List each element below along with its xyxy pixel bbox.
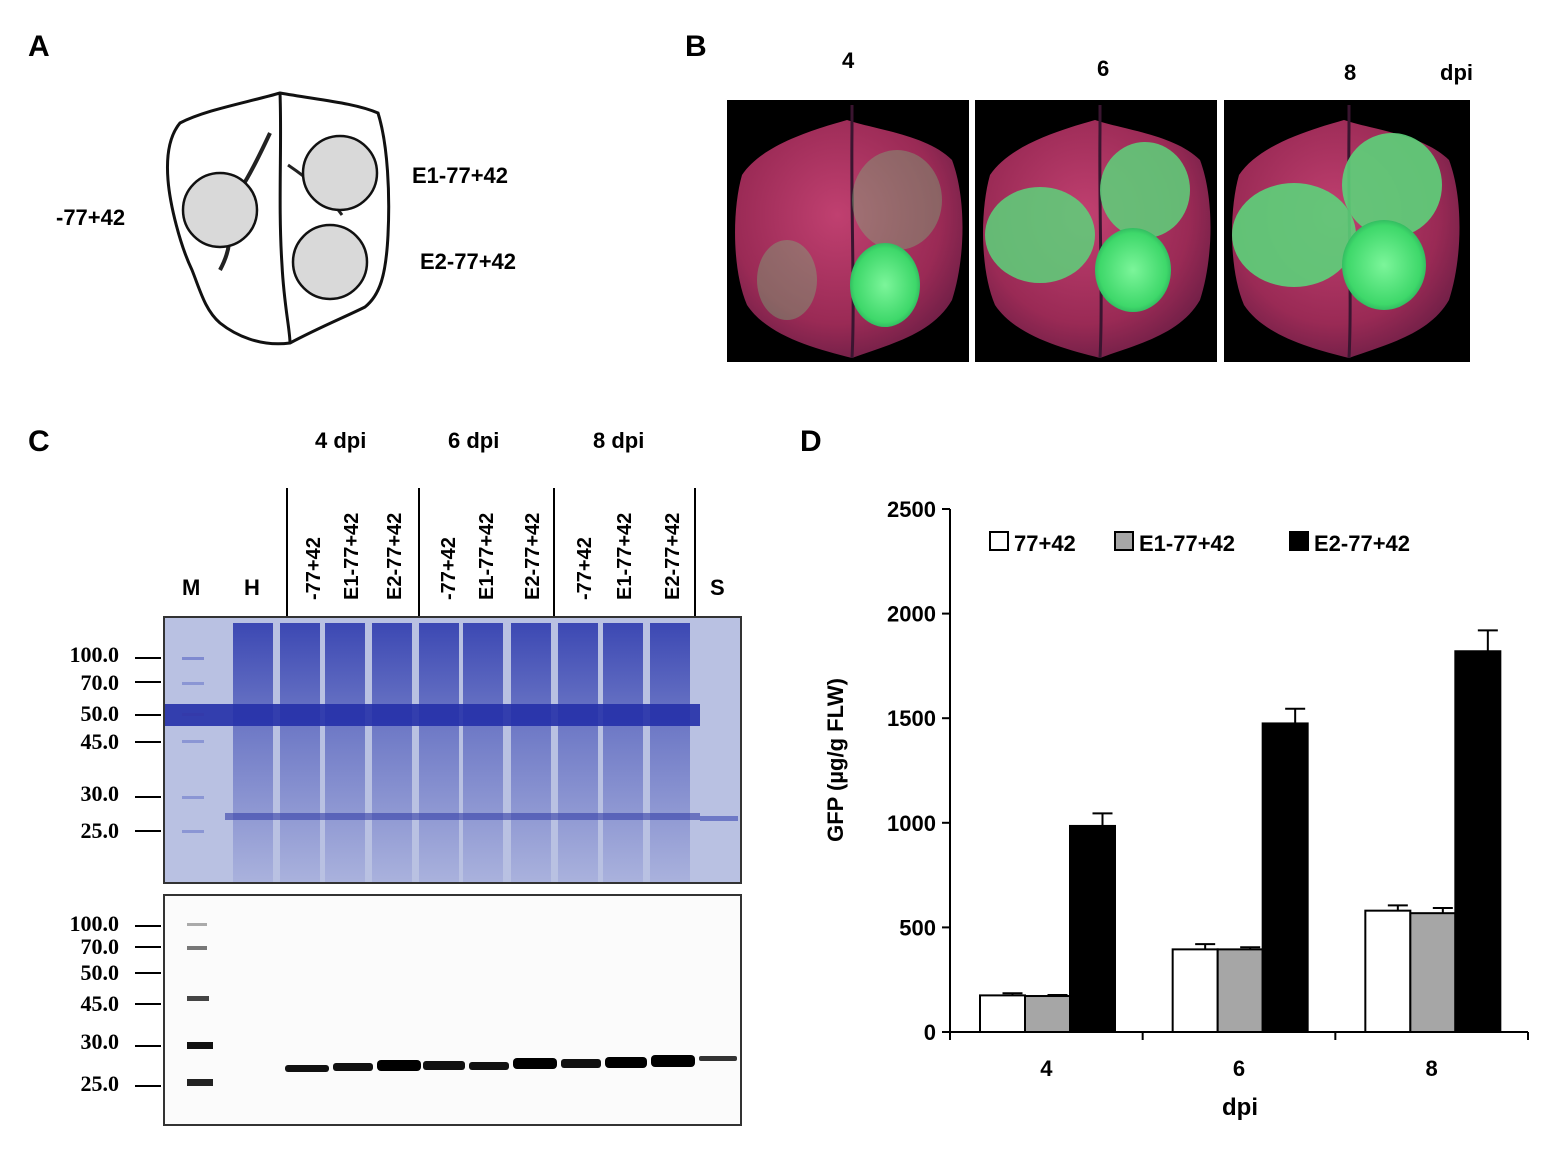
x-tick-label: 4 (1040, 1056, 1053, 1081)
leaf-photo-6dpi (975, 100, 1217, 362)
bar (1216, 948, 1264, 1034)
marker-lane (187, 923, 213, 1086)
x-tick-label: 6 (1233, 1056, 1245, 1081)
mw-label: 45.0 (80, 729, 120, 754)
mw-label: 70.0 (80, 670, 120, 695)
group-label-4dpi: 4 dpi (315, 428, 367, 453)
mw-tick (135, 972, 161, 974)
group-label-6dpi: 6 dpi (448, 428, 500, 453)
sample-lanes (233, 623, 690, 882)
lane-separator (286, 488, 288, 616)
mw-tick (135, 681, 161, 683)
panel-a-letter: A (28, 30, 50, 63)
panel-b-letter: B (685, 30, 707, 63)
y-tick-label: 1500 (887, 706, 936, 731)
lane-label-m: M (182, 575, 201, 600)
x-tick-label: 8 (1426, 1056, 1438, 1081)
panel-d-letter: D (800, 425, 822, 458)
mw-label: 50.0 (80, 701, 120, 726)
legend-swatch (989, 531, 1009, 551)
infiltration-spot-right-top (301, 134, 379, 212)
bar (1171, 948, 1219, 1034)
mw-tick (135, 741, 161, 743)
mw-tick (135, 714, 161, 716)
lane-separator (694, 488, 696, 616)
time-label-6: 6 (1097, 56, 1110, 81)
bar (1364, 909, 1412, 1033)
mw-tick (135, 946, 161, 948)
y-tick-label: 2500 (887, 497, 936, 522)
y-tick-label: 2000 (887, 602, 936, 627)
y-tick-label: 1000 (887, 811, 936, 836)
leaf-photo-4dpi (727, 100, 969, 362)
bar (1069, 824, 1116, 1033)
y-axis-label: GFP (µg/g FLW) (823, 678, 848, 842)
time-label-4: 4 (842, 48, 855, 73)
infiltration-spot-right-bottom (291, 223, 369, 301)
mw-tick (135, 796, 161, 798)
mw-label: 100.0 (69, 642, 120, 667)
lane-label-s: S (710, 575, 725, 600)
leaf-diagram (166, 91, 391, 346)
legend-label: E1-77+42 (1139, 531, 1235, 556)
bar (1454, 650, 1502, 1033)
time-label-8: 8 (1344, 60, 1357, 85)
label-77-42: -77+42 (56, 205, 126, 230)
coomassie-gel (163, 616, 742, 884)
bar (1261, 722, 1309, 1033)
mw-label: 25.0 (80, 818, 120, 843)
mw-label: 70.0 (80, 934, 120, 959)
group-label-8dpi: 8 dpi (593, 428, 645, 453)
lane-separator (553, 488, 555, 616)
y-tick-label: 500 (899, 915, 936, 940)
mw-label: 100.0 (69, 911, 120, 936)
mw-label: 30.0 (80, 781, 120, 806)
mw-tick (135, 1003, 161, 1005)
gfp-bands (285, 1055, 737, 1072)
mw-tick (135, 830, 161, 832)
mw-tick (135, 657, 161, 659)
mw-label: 30.0 (80, 1029, 120, 1054)
mw-tick (135, 1045, 161, 1047)
leaf-midrib (278, 92, 292, 344)
legend-label: 77+42 (1014, 531, 1076, 556)
dpi-unit-label: dpi (1440, 60, 1473, 85)
mw-tick (135, 925, 161, 927)
label-e1-77-42: E1-77+42 (412, 163, 509, 188)
leaf-outline (166, 91, 391, 346)
bar (1024, 995, 1071, 1033)
panel-c-letter: C (28, 425, 50, 458)
mw-label: 45.0 (80, 991, 120, 1016)
bar (1409, 912, 1457, 1033)
mw-tick (135, 1085, 161, 1087)
leaf-photo-8dpi (1224, 100, 1470, 362)
legend-label: E2-77+42 (1314, 531, 1410, 556)
mw-label: 25.0 (80, 1071, 120, 1096)
lane-label-h: H (244, 575, 260, 600)
label-e2-77-42: E2-77+42 (420, 249, 517, 274)
bar (979, 994, 1026, 1034)
infiltration-spot-left (181, 171, 259, 249)
x-axis-label: dpi (1222, 1094, 1258, 1121)
legend-swatch (1289, 531, 1309, 551)
lane-separator (418, 488, 420, 616)
mw-label: 50.0 (80, 960, 120, 985)
y-tick-label: 0 (924, 1020, 936, 1045)
western-blot (163, 894, 742, 1126)
legend-swatch (1114, 531, 1134, 551)
